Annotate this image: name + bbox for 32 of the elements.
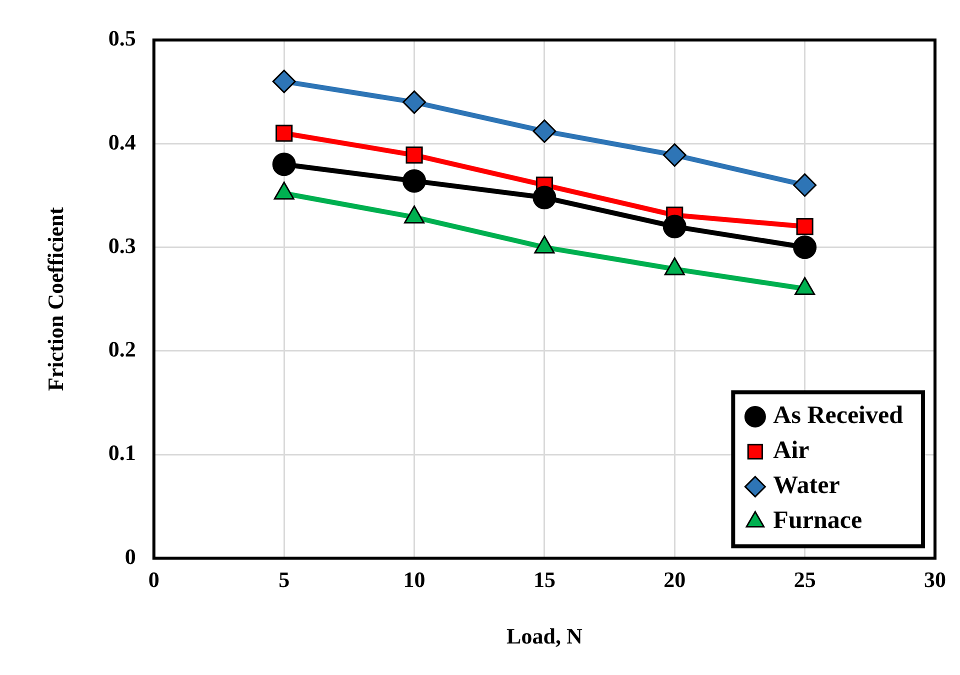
point bbox=[276, 124, 293, 142]
point bbox=[662, 214, 686, 238]
point bbox=[406, 146, 423, 164]
point bbox=[402, 90, 426, 114]
y-tick-label: 0.4 bbox=[108, 129, 136, 154]
legend-label: As Received bbox=[773, 402, 904, 430]
y-axis-title: Friction Coefficient bbox=[42, 206, 68, 392]
x-tick-label: 0 bbox=[148, 567, 160, 592]
x-tick-label: 15 bbox=[533, 567, 556, 592]
x-tick-label: 20 bbox=[664, 567, 686, 592]
point bbox=[532, 186, 556, 210]
legend-label: Furnace bbox=[773, 507, 862, 534]
y-tick-label: 0 bbox=[124, 544, 136, 569]
x-tick-label: 10 bbox=[403, 567, 426, 592]
x-tick-label: 25 bbox=[794, 567, 816, 592]
legend-label: Air bbox=[773, 437, 810, 464]
point bbox=[796, 218, 814, 236]
x-tick-label: 5 bbox=[278, 567, 290, 592]
point bbox=[793, 236, 817, 260]
legend-label: Water bbox=[773, 472, 840, 500]
x-axis-title: Load, N bbox=[506, 623, 582, 648]
y-tick-label: 0.1 bbox=[108, 440, 136, 466]
y-tick-label: 0.5 bbox=[108, 26, 136, 51]
point bbox=[532, 119, 556, 143]
y-tick-label: 0.3 bbox=[108, 232, 136, 258]
point bbox=[402, 169, 426, 193]
point bbox=[662, 143, 686, 167]
point bbox=[272, 152, 296, 176]
x-tick-label: 30 bbox=[924, 567, 946, 592]
point bbox=[793, 173, 817, 197]
y-tick-label: 0.2 bbox=[108, 336, 136, 362]
point bbox=[272, 70, 296, 94]
